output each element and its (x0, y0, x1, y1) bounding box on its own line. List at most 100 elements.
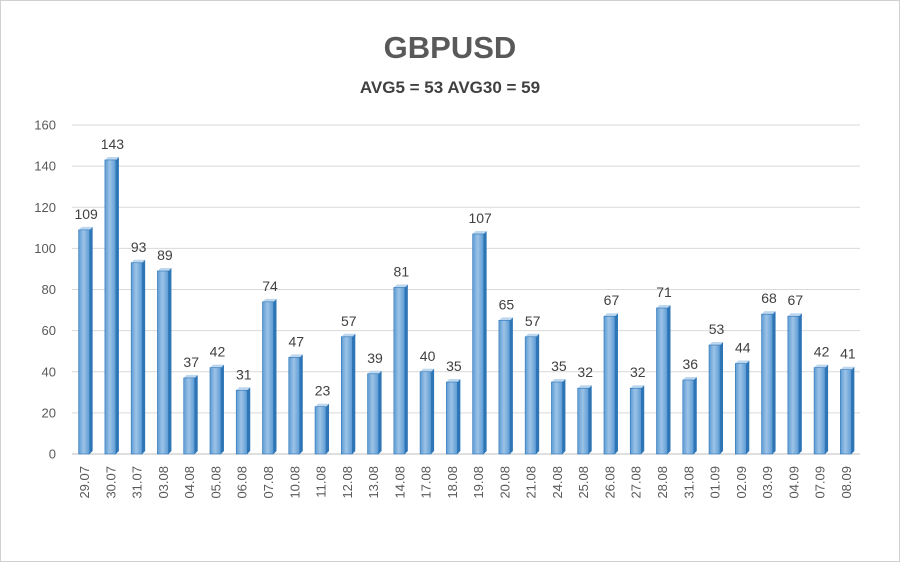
bar-21.08 (524, 333, 540, 455)
bar-top (341, 333, 356, 337)
bar-top (603, 313, 618, 317)
chart-title: GBPUSD (383, 30, 517, 65)
bar-01.09 (708, 342, 724, 455)
data-label: 42 (814, 344, 830, 360)
data-label: 23 (315, 383, 331, 399)
y-tick-label: 60 (42, 323, 56, 338)
y-tick-label: 100 (34, 241, 56, 256)
bar-front (367, 373, 379, 455)
bar-14.08 (393, 284, 408, 455)
data-label: 89 (157, 247, 173, 263)
bar-side (798, 313, 802, 454)
data-label: 57 (341, 313, 357, 329)
bar-30.07 (104, 156, 119, 455)
data-label: 53 (709, 321, 725, 337)
bar-side (247, 387, 251, 454)
x-tick-label: 21.08 (524, 466, 539, 499)
bar-25.08 (577, 385, 592, 455)
bar-front (472, 233, 484, 455)
bar-side (825, 364, 829, 454)
bar-front (656, 307, 668, 455)
bar-top (709, 342, 724, 346)
bar-front (708, 344, 721, 455)
bar-front (734, 363, 747, 455)
x-axis: 29.07 30.07 31.07 03.08 04.08 05.08 06.08 07.08… (77, 466, 854, 499)
data-label: 143 (101, 136, 125, 152)
x-tick-label: 17.08 (419, 466, 434, 499)
bar-top (787, 313, 802, 317)
x-tick-label: 01.09 (708, 466, 723, 499)
x-tick-label: 03.09 (760, 466, 775, 499)
data-label: 65 (499, 296, 515, 312)
bar-side (720, 342, 724, 454)
x-tick-label: 07.08 (261, 466, 276, 499)
bar-top (209, 364, 224, 368)
bar-19.08 (472, 230, 487, 455)
bar-side (457, 379, 461, 454)
bar-07.08 (262, 298, 277, 455)
bar-side (194, 374, 198, 454)
y-axis: 0 20 40 60 80 100 120 140 160 (34, 118, 860, 462)
bar-side (168, 267, 172, 454)
bar-front (78, 229, 90, 455)
bar-top (131, 259, 146, 263)
data-label: 71 (656, 284, 672, 300)
bar-top (446, 379, 461, 383)
x-tick-label: 03.08 (156, 466, 171, 499)
bar-side (483, 230, 487, 454)
x-tick-label: 29.07 (77, 466, 92, 499)
bar-07.09 (813, 364, 829, 455)
bar-front (813, 367, 826, 455)
bar-side (562, 379, 566, 454)
bar-side (431, 368, 435, 454)
bar-side (509, 317, 513, 454)
x-tick-label: 25.08 (576, 466, 591, 499)
x-tick-label: 19.08 (471, 466, 486, 499)
bar-front (551, 381, 563, 455)
bar-top (288, 354, 303, 358)
data-label: 32 (630, 364, 646, 380)
bar-11.08 (314, 403, 330, 455)
x-tick-label: 06.08 (235, 466, 250, 499)
data-label: 35 (446, 358, 462, 374)
bar-top (498, 317, 513, 321)
x-tick-label: 13.08 (366, 466, 381, 499)
x-tick-label: 14.08 (392, 466, 407, 499)
data-label: 107 (468, 210, 492, 226)
x-tick-label: 26.08 (602, 466, 617, 499)
bar-08.09 (840, 366, 855, 455)
data-label: 32 (577, 364, 593, 380)
bar-04.09 (787, 313, 802, 455)
bar-front (130, 262, 143, 455)
y-tick-label: 0 (49, 447, 56, 462)
bar-side (89, 226, 93, 454)
bar-front (577, 387, 590, 455)
bar-front (104, 159, 117, 455)
data-label: 93 (131, 239, 147, 255)
bar-front (761, 313, 773, 455)
x-tick-label: 12.08 (340, 466, 355, 499)
bar-31.08 (682, 376, 697, 455)
x-tick-label: 07.09 (813, 466, 828, 499)
bar-03.09 (761, 311, 776, 455)
bar-top (525, 333, 540, 337)
bar-03.08 (157, 267, 172, 455)
bar-side (746, 360, 750, 454)
bar-side (693, 376, 697, 454)
bar-top (104, 156, 119, 160)
data-label: 44 (735, 340, 751, 356)
bar-top (735, 360, 750, 364)
bar-top (551, 379, 566, 383)
y-tick-label: 160 (34, 118, 56, 133)
x-tick-label: 10.08 (287, 466, 302, 499)
y-tick-label: 140 (34, 159, 56, 174)
x-tick-label: 04.09 (786, 466, 801, 499)
bar-side (326, 403, 330, 454)
bar-front (262, 301, 274, 455)
bar-24.08 (551, 379, 566, 455)
bar-27.08 (629, 385, 645, 455)
bar-top (393, 284, 408, 288)
bar-front (498, 320, 511, 455)
bar-31.07 (130, 259, 146, 455)
x-tick-label: 11.08 (314, 466, 329, 498)
